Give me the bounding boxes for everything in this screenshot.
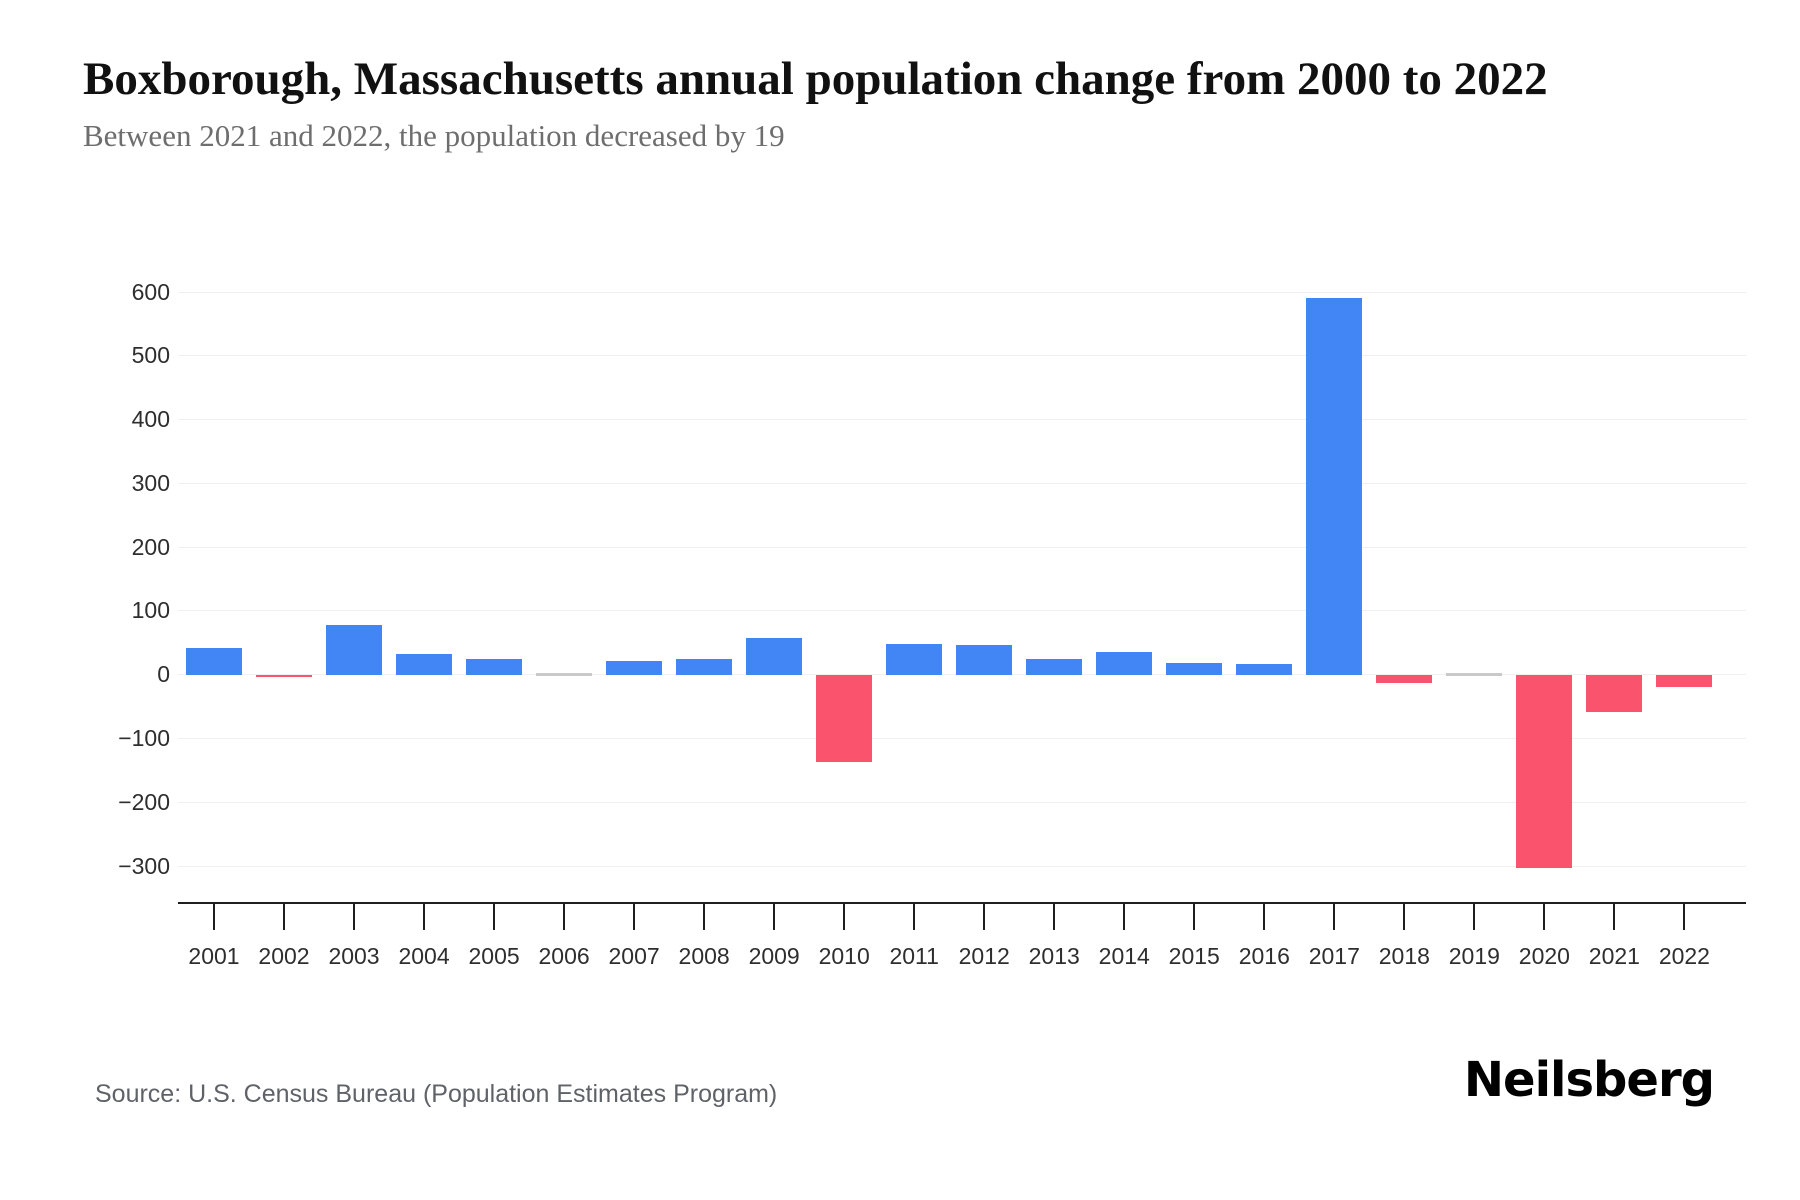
x-axis-tick — [1543, 902, 1546, 930]
x-axis-tick — [1193, 902, 1196, 930]
x-axis-tick-label: 2022 — [1658, 943, 1710, 969]
x-axis-line — [178, 902, 1746, 904]
bar-2022[interactable] — [1656, 674, 1713, 687]
y-axis-tick-label: 500 — [131, 342, 170, 369]
x-axis-tick — [773, 902, 776, 930]
neilsberg-logo: Neilsberg — [1463, 1052, 1715, 1108]
y-axis-tick-label: 0 — [157, 661, 170, 688]
chart-title: Boxborough, Massachusetts annual populat… — [83, 53, 1548, 105]
bar-2003[interactable] — [326, 624, 383, 675]
x-axis-tick-label: 2012 — [958, 943, 1010, 969]
y-axis-tick-label: 200 — [131, 533, 170, 560]
x-axis-tick — [353, 902, 356, 930]
x-axis-tick-label: 2003 — [328, 943, 380, 969]
chart-subtitle: Between 2021 and 2022, the population de… — [83, 118, 785, 153]
x-axis-tick — [983, 902, 986, 930]
bar-2018[interactable] — [1376, 674, 1433, 683]
bar-2002[interactable] — [256, 674, 313, 678]
x-axis-tick-label: 2018 — [1378, 943, 1430, 969]
x-axis-tick — [1403, 902, 1406, 930]
x-axis-tick-label: 2017 — [1308, 943, 1360, 969]
bar-2006[interactable] — [536, 673, 593, 677]
x-axis-tick — [703, 902, 706, 930]
x-axis-tick — [493, 902, 496, 930]
y-gridline-100 — [178, 610, 1746, 612]
y-gridline-500 — [178, 355, 1746, 357]
bar-2004[interactable] — [396, 653, 453, 675]
x-axis-tick — [213, 902, 215, 930]
x-axis-tick-label: 2009 — [748, 943, 800, 969]
x-axis-tick — [283, 902, 286, 930]
bar-2010[interactable] — [816, 674, 873, 763]
y-axis-tick-label: 100 — [131, 597, 170, 624]
bar-2021[interactable] — [1586, 674, 1643, 712]
bar-2013[interactable] — [1026, 659, 1083, 675]
x-axis-tick — [913, 902, 916, 930]
y-gridline--200 — [178, 801, 1746, 803]
y-gridline-600 — [178, 291, 1746, 293]
x-axis-tick — [633, 902, 636, 930]
x-axis-tick-label: 2016 — [1238, 943, 1290, 969]
bar-2014[interactable] — [1096, 652, 1153, 675]
x-axis-tick-label: 2001 — [188, 943, 240, 969]
x-axis-tick-label: 2002 — [258, 943, 310, 969]
y-gridline-400 — [178, 419, 1746, 421]
x-axis-tick-label: 2008 — [678, 943, 730, 969]
bar-2005[interactable] — [466, 658, 523, 675]
bar-2007[interactable] — [606, 660, 663, 675]
x-axis-tick-label: 2021 — [1588, 943, 1640, 969]
bar-2016[interactable] — [1236, 663, 1293, 675]
bar-2017[interactable] — [1306, 298, 1363, 675]
bar-2009[interactable] — [746, 638, 803, 675]
x-axis-tick-label: 2006 — [538, 943, 590, 969]
bar-2012[interactable] — [956, 645, 1013, 675]
y-axis-tick-label: 400 — [131, 406, 170, 433]
x-axis-tick-label: 2014 — [1098, 943, 1150, 969]
y-axis-tick-label: −300 — [118, 852, 170, 879]
bar-2008[interactable] — [676, 658, 733, 675]
y-gridline--100 — [178, 737, 1746, 739]
y-axis-tick-label: 300 — [131, 469, 170, 496]
y-gridline--300 — [178, 865, 1746, 867]
x-axis-tick-label: 2019 — [1448, 943, 1500, 969]
x-axis-tick — [423, 902, 426, 930]
x-axis-tick — [1473, 902, 1476, 930]
x-axis-tick-label: 2010 — [818, 943, 870, 969]
y-gridline-0 — [178, 674, 1746, 676]
x-axis-tick — [1333, 902, 1336, 930]
x-axis-tick — [1613, 902, 1616, 930]
y-axis-tick-label: −200 — [118, 788, 170, 815]
x-axis-tick — [1263, 902, 1266, 930]
x-axis-tick — [843, 902, 846, 930]
x-axis-tick — [1683, 902, 1686, 930]
x-axis-tick-label: 2020 — [1518, 943, 1570, 969]
x-axis-tick-label: 2004 — [398, 943, 450, 969]
bar-2020[interactable] — [1516, 674, 1573, 868]
bar-2001[interactable] — [186, 647, 242, 675]
bar-2019[interactable] — [1446, 673, 1503, 677]
x-axis-tick — [1123, 902, 1126, 930]
x-axis-tick-label: 2005 — [468, 943, 520, 969]
x-axis-tick-label: 2015 — [1168, 943, 1220, 969]
x-axis-tick-label: 2007 — [608, 943, 660, 969]
y-gridline-300 — [178, 482, 1746, 484]
source-note: Source: U.S. Census Bureau (Population E… — [95, 1080, 778, 1108]
x-axis-tick — [563, 902, 566, 930]
x-axis-tick — [1053, 902, 1056, 930]
bar-2011[interactable] — [886, 644, 943, 675]
y-gridline-200 — [178, 546, 1746, 548]
bar-2015[interactable] — [1166, 663, 1223, 675]
y-axis-tick-label: −100 — [118, 724, 170, 751]
x-axis-tick-label: 2011 — [889, 943, 939, 969]
y-axis-tick-label: 600 — [131, 278, 170, 305]
x-axis-tick-label: 2013 — [1028, 943, 1080, 969]
